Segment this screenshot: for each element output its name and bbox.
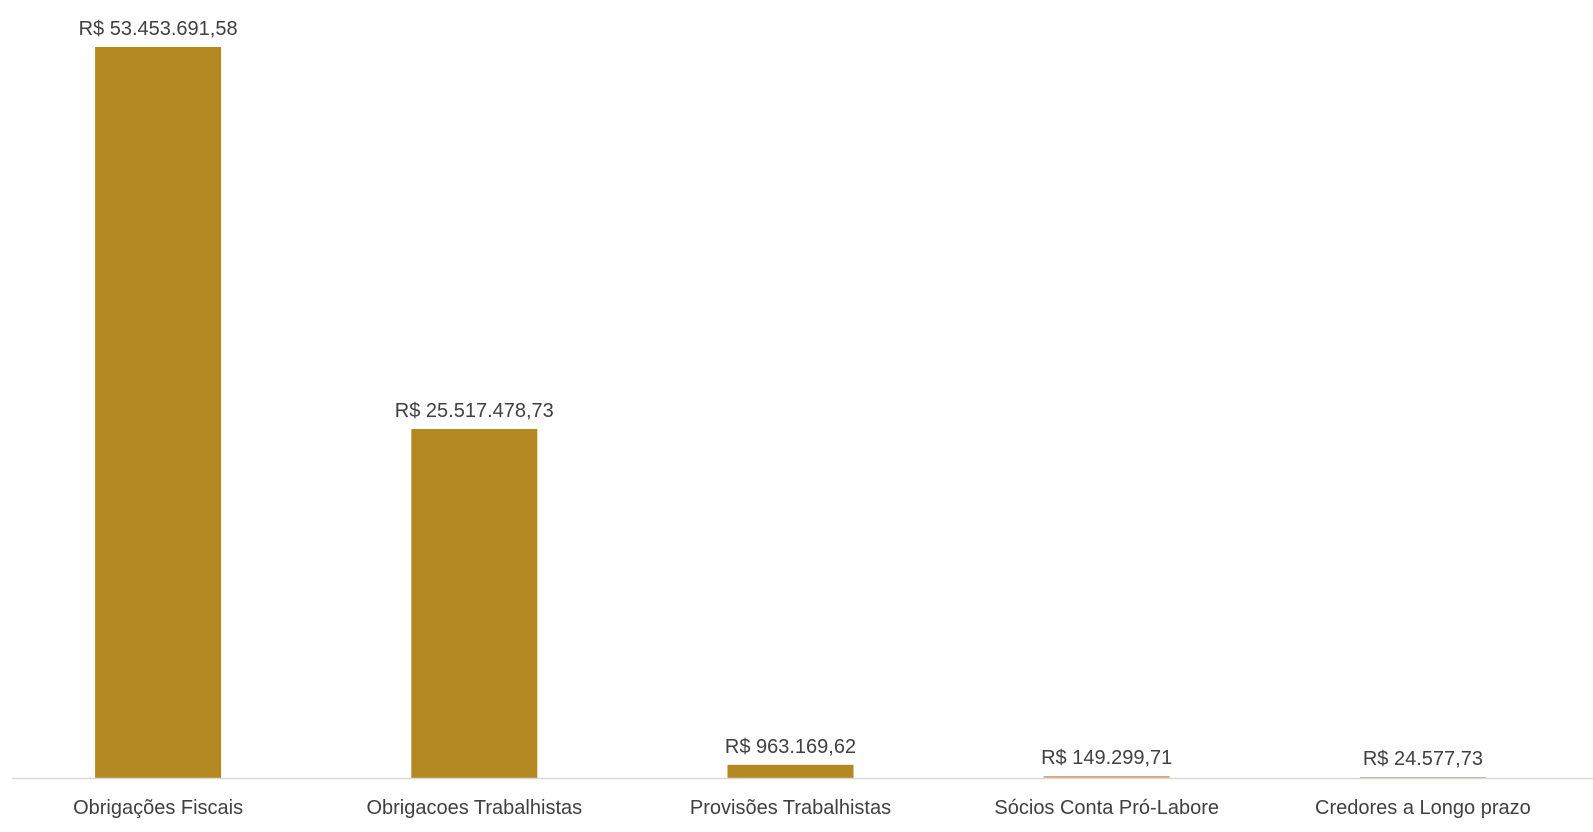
data-label-3: R$ 149.299,71	[1041, 747, 1172, 769]
data-label-0: R$ 53.453.691,58	[79, 18, 238, 40]
bar-4	[1359, 777, 1486, 778]
bars-layer	[95, 47, 1486, 778]
bar-0	[95, 47, 222, 778]
x-tick-label-3: Sócios Conta Pró-Labore	[994, 797, 1219, 819]
x-tick-label-1: Obrigacoes Trabalhistas	[366, 797, 582, 819]
bar-3	[1043, 775, 1170, 778]
data-label-4: R$ 24.577,73	[1363, 748, 1483, 770]
bar-1	[411, 429, 538, 778]
category-ticks-layer: Obrigações Fiscais Obrigacoes Trabalhista…	[73, 797, 1531, 819]
x-tick-label-4: Credores a Longo prazo	[1315, 797, 1531, 819]
x-tick-label-2: Provisões Trabalhistas	[690, 797, 891, 819]
data-label-2: R$ 963.169,62	[725, 736, 856, 758]
data-label-1: R$ 25.517.478,73	[395, 400, 554, 422]
x-tick-label-0: Obrigações Fiscais	[73, 797, 243, 819]
bar-2	[727, 764, 854, 778]
value-labels-layer: R$ 53.453.691,58 R$ 25.517.478,73 R$ 963.1…	[79, 18, 1483, 770]
